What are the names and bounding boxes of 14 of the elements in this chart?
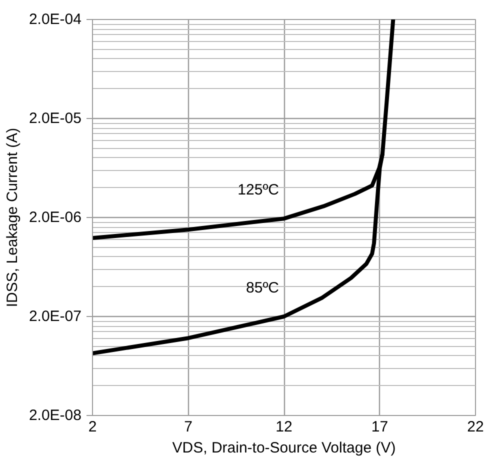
y-axis-title: IDSS, Leakage Current (A)	[4, 128, 21, 308]
series-label: 85ºC	[246, 280, 280, 296]
y-tick-label: 2.0E-06	[28, 209, 82, 226]
y-tick-label: 2.0E-05	[28, 110, 82, 127]
x-tick-label: 2	[88, 418, 97, 436]
x-tick-label: 7	[184, 418, 192, 436]
y-tick-label: 2.0E-04	[28, 11, 82, 28]
y-tick-label: 2.0E-07	[28, 308, 82, 325]
x-tick-label: 12	[276, 418, 292, 436]
x-axis-title: VDS, Drain-to-Source Voltage (V)	[172, 440, 396, 456]
y-tick-label: 2.0E-08	[28, 407, 82, 424]
x-tick-label: 17	[371, 418, 388, 436]
x-tick-label: 22	[467, 418, 484, 436]
series-label: 125ºC	[238, 182, 280, 199]
